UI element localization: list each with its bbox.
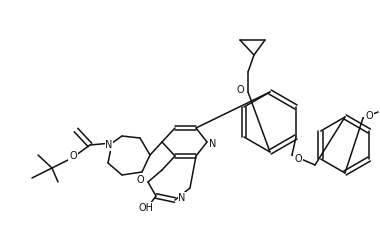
Text: O: O bbox=[294, 154, 302, 164]
Text: N: N bbox=[105, 140, 113, 150]
Text: O: O bbox=[236, 85, 244, 95]
Text: O: O bbox=[136, 175, 144, 185]
Text: OH: OH bbox=[138, 203, 154, 213]
Text: N: N bbox=[178, 193, 186, 203]
Text: O: O bbox=[365, 111, 373, 121]
Text: O: O bbox=[69, 151, 77, 161]
Text: N: N bbox=[209, 139, 217, 149]
